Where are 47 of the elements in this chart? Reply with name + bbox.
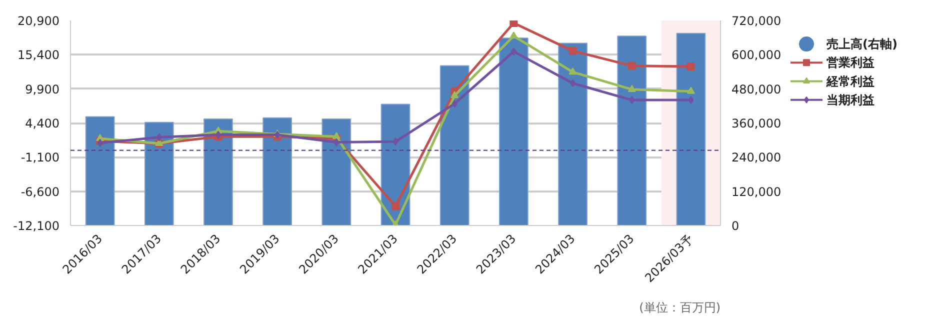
y-tick-label: 15,400 <box>18 48 60 62</box>
point <box>450 91 459 98</box>
point <box>392 202 400 210</box>
bar <box>617 36 647 226</box>
bar <box>558 42 588 226</box>
point <box>392 138 398 146</box>
point <box>452 100 458 108</box>
point <box>568 68 577 75</box>
point <box>568 46 577 55</box>
y2-tick-label: 360,000 <box>732 116 782 130</box>
bar <box>204 118 233 226</box>
y2-tick-label: 480,000 <box>732 82 782 96</box>
y2-tick-label: 240,000 <box>732 150 782 165</box>
y-tick-label: -12,100 <box>13 219 60 233</box>
bar <box>440 65 470 226</box>
bar <box>322 118 352 226</box>
y-tick-label: 20,900 <box>18 14 60 28</box>
point <box>510 48 517 56</box>
y2-tick-label: 720,000 <box>732 14 782 28</box>
bar <box>85 116 115 226</box>
legend-label: 経常利益 <box>826 74 874 88</box>
y-tick-label: -1,100 <box>20 150 60 165</box>
y-tick-label: 4,400 <box>25 116 60 130</box>
point <box>686 86 695 94</box>
bar <box>262 117 292 226</box>
point <box>570 79 576 88</box>
point <box>332 132 340 140</box>
y2-tick-label: 120,000 <box>732 184 782 199</box>
point <box>628 62 636 70</box>
legend-label: 売上高(右軸) <box>826 37 898 52</box>
y2-tick-label: 600,000 <box>732 48 782 62</box>
point <box>628 84 636 92</box>
legend-label: 営業利益 <box>826 56 874 70</box>
point <box>688 96 694 104</box>
bar <box>144 122 174 226</box>
point <box>629 96 635 104</box>
text: (単位：百万円) <box>639 300 721 314</box>
y-tick-label: 9,900 <box>25 82 60 96</box>
point <box>510 20 518 27</box>
point <box>510 31 518 39</box>
y-tick-label: -6,600 <box>20 184 60 199</box>
point <box>686 62 695 70</box>
bar <box>499 38 528 226</box>
point <box>334 138 340 146</box>
y2-tick-label: 0 <box>732 219 740 233</box>
point <box>156 133 162 142</box>
legend-label: 当期利益 <box>826 92 874 107</box>
